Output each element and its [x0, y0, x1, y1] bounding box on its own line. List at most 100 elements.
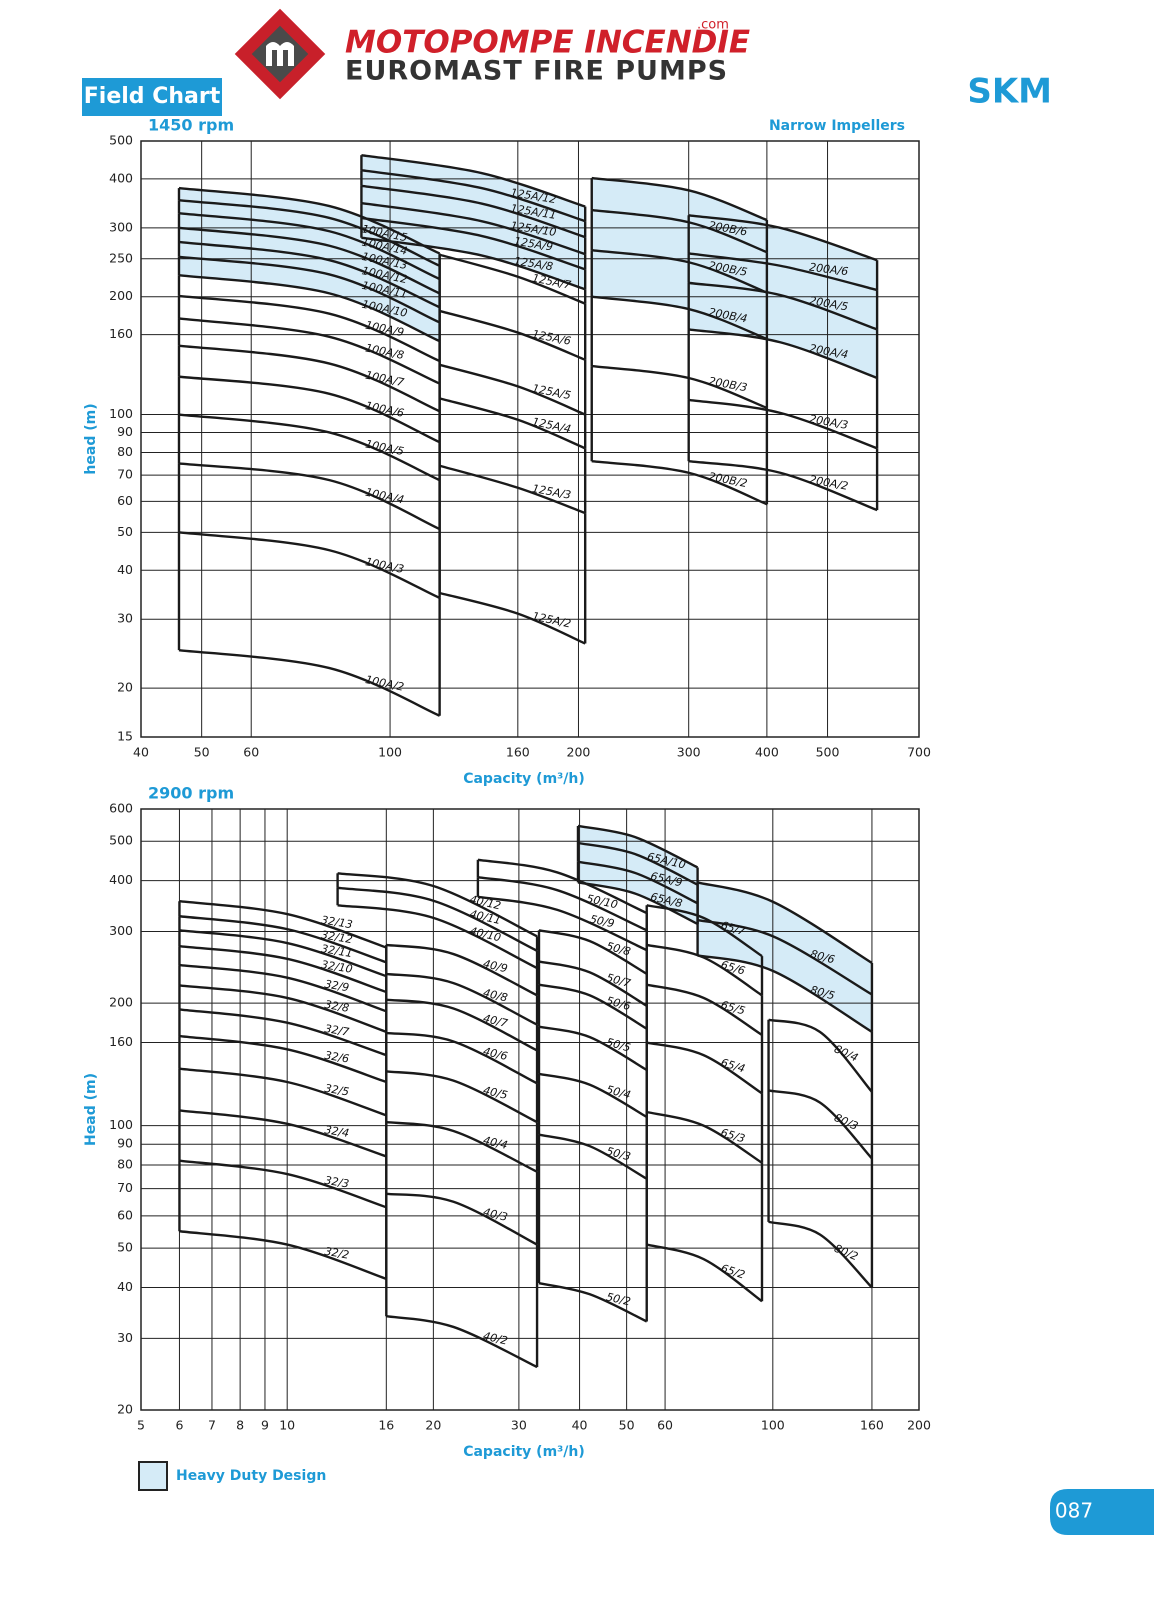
- curve-label: 32/12: [320, 928, 353, 946]
- pump-curve: [577, 860, 699, 905]
- pump-curve: [179, 900, 387, 949]
- y-tick-label: 500: [109, 833, 133, 848]
- pump-curve: [179, 1008, 387, 1057]
- pump-curve: [178, 240, 441, 309]
- pump-curve: [178, 186, 441, 255]
- chart-title: 1450 rpm: [148, 116, 234, 135]
- pump-curve: [577, 824, 699, 869]
- pump-curve: [386, 998, 538, 1052]
- curve-label: 50/8: [605, 940, 632, 959]
- y-tick-label: 50: [117, 524, 133, 539]
- y-axis-label: Head (m): [83, 1073, 99, 1146]
- x-tick-label: 100: [378, 745, 402, 760]
- y-tick-label: 30: [117, 611, 133, 626]
- curve-label: 40/2: [482, 1329, 509, 1347]
- curve-label: 80/4: [832, 1042, 860, 1064]
- curve-label: 32/9: [324, 978, 350, 995]
- y-tick-label: 20: [117, 1402, 133, 1417]
- pump-curve: [538, 1025, 648, 1072]
- y-tick-label: 400: [109, 170, 133, 185]
- pump-curve: [688, 214, 878, 262]
- pump-curve: [179, 963, 387, 1013]
- y-tick-label: 500: [109, 133, 133, 148]
- curves: [177, 153, 879, 717]
- x-tick-label: 50: [194, 745, 210, 760]
- curve-label: 40/3: [482, 1205, 509, 1223]
- y-tick-label: 300: [109, 923, 133, 938]
- legend-swatch: [138, 1461, 168, 1491]
- pump-curve: [178, 198, 441, 267]
- x-tick-label: 500: [816, 745, 840, 760]
- curve-label: 40/7: [482, 1012, 509, 1030]
- y-tick-label: 70: [117, 1180, 133, 1195]
- pump-curve: [178, 294, 441, 363]
- curve-label: 80/6: [809, 947, 836, 966]
- curve-label: 50/3: [605, 1145, 632, 1164]
- x-tick-label: 8: [236, 1418, 244, 1433]
- plot-frame: [140, 140, 920, 738]
- y-tick-label: 100: [109, 1117, 133, 1132]
- y-tick-label: 300: [109, 219, 133, 234]
- x-tick-label: 200: [907, 1418, 931, 1433]
- curve-label: 100A/2: [364, 673, 405, 694]
- heavy-duty-band: [591, 178, 767, 253]
- pump-curve: [768, 1220, 873, 1289]
- curve-label: 40/8: [482, 986, 509, 1004]
- x-tick-label: 400: [755, 745, 779, 760]
- pump-curve: [386, 1120, 538, 1173]
- legend-label: Heavy Duty Design: [176, 1468, 326, 1484]
- pump-curve: [179, 929, 387, 978]
- y-tick-label: 40: [117, 562, 133, 577]
- y-tick-label: 60: [117, 1207, 133, 1222]
- x-tick-label: 6: [175, 1418, 183, 1433]
- y-tick-label: 30: [117, 1330, 133, 1345]
- x-tick-label: 20: [425, 1418, 441, 1433]
- x-tick-label: 200: [567, 745, 591, 760]
- curve-label: 50/4: [605, 1083, 632, 1102]
- curve-label: 50/10: [585, 892, 619, 911]
- pump-curve: [477, 895, 648, 952]
- y-tick-label: 15: [117, 729, 133, 744]
- heavy-duty-band: [361, 170, 586, 238]
- brand-domain: .com: [697, 18, 729, 33]
- pump-curve: [538, 983, 648, 1030]
- x-tick-label: 16: [378, 1418, 394, 1433]
- pump-curve: [178, 317, 441, 385]
- pump-curve: [178, 462, 441, 531]
- y-tick-label: 200: [109, 995, 133, 1010]
- pump-curve: [538, 1133, 648, 1180]
- curve-label: 125A/8: [513, 254, 554, 273]
- pump-curve: [178, 531, 441, 600]
- y-tick-label: 90: [117, 424, 133, 439]
- pump-curve: [337, 886, 538, 952]
- curve-label: 100A/5: [364, 437, 405, 458]
- y-tick-label: 70: [117, 467, 133, 482]
- pump-curve: [179, 1067, 387, 1117]
- curve-label: 100A/4: [364, 486, 405, 507]
- curve-label: 100A/7: [364, 369, 405, 390]
- chart-title: 2900 rpm: [148, 784, 234, 803]
- pump-curve: [697, 918, 873, 996]
- x-tick-label: 5: [137, 1418, 145, 1433]
- pump-curve: [646, 1243, 763, 1303]
- x-axis-label: Capacity (m³/h): [463, 1444, 585, 1460]
- pump-curve: [688, 398, 878, 450]
- chart-subtitle: Narrow Impellers: [769, 118, 905, 134]
- pump-curve: [178, 255, 441, 324]
- y-tick-label: 80: [117, 444, 133, 459]
- heavy-duty-band: [577, 825, 698, 885]
- heavy-duty-band: [361, 155, 586, 222]
- heavy-duty-band: [178, 188, 440, 266]
- pump-curve: [361, 184, 586, 239]
- logo-glyph: [266, 42, 294, 66]
- grid: [140, 808, 920, 1411]
- curve-label: 40/5: [482, 1084, 509, 1102]
- y-tick-label: 20: [117, 680, 133, 695]
- x-tick-label: 300: [677, 745, 701, 760]
- pump-curve: [688, 328, 878, 380]
- curve-label: 80/5: [809, 983, 836, 1002]
- pump-curve: [386, 1031, 538, 1085]
- pump-curve: [439, 363, 586, 416]
- pump-curve: [179, 1109, 387, 1158]
- y-tick-label: 60: [117, 493, 133, 508]
